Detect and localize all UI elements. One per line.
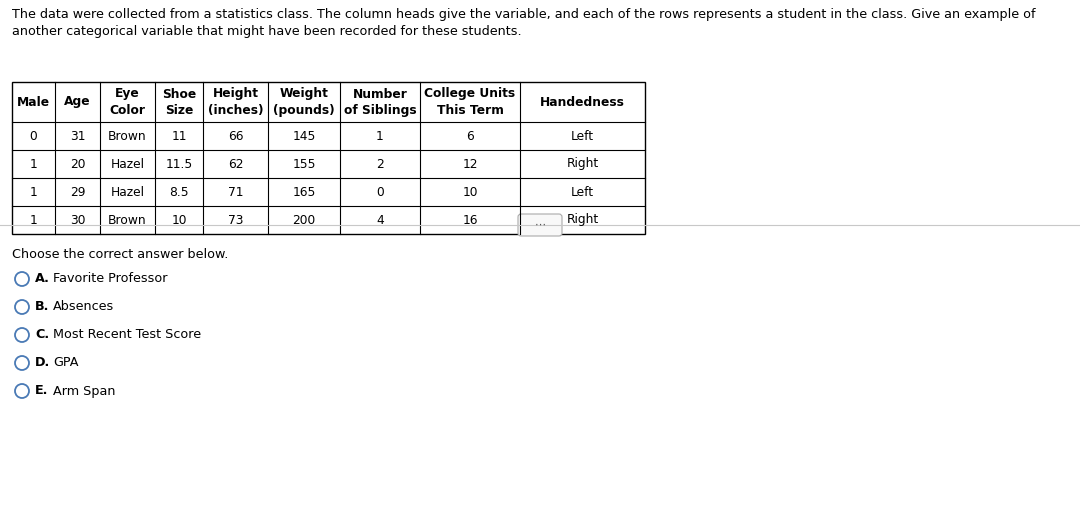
Text: D.: D. — [35, 357, 51, 370]
Text: 20: 20 — [70, 157, 85, 171]
Text: Left: Left — [571, 130, 594, 142]
Text: 10: 10 — [462, 186, 477, 198]
Text: 2: 2 — [376, 157, 383, 171]
Text: 6: 6 — [467, 130, 474, 142]
Text: Arm Span: Arm Span — [53, 384, 116, 397]
Text: 30: 30 — [70, 213, 85, 227]
Bar — [12, 82, 645, 234]
Text: 66: 66 — [228, 130, 243, 142]
FancyBboxPatch shape — [518, 214, 562, 236]
Text: Brown: Brown — [108, 130, 147, 142]
Text: 31: 31 — [70, 130, 85, 142]
Text: 8.5: 8.5 — [170, 186, 189, 198]
Text: Shoe: Shoe — [162, 87, 197, 101]
Text: 145: 145 — [293, 130, 315, 142]
Circle shape — [15, 328, 29, 342]
Text: 165: 165 — [293, 186, 315, 198]
Text: 1: 1 — [29, 186, 38, 198]
Text: Left: Left — [571, 186, 594, 198]
Text: The data were collected from a statistics class. The column heads give the varia: The data were collected from a statistic… — [12, 8, 1036, 39]
Text: 62: 62 — [228, 157, 243, 171]
Text: 1: 1 — [29, 157, 38, 171]
Circle shape — [15, 300, 29, 314]
Text: 73: 73 — [228, 213, 243, 227]
Circle shape — [15, 356, 29, 370]
Text: B.: B. — [35, 301, 50, 314]
Text: Choose the correct answer below.: Choose the correct answer below. — [12, 248, 228, 261]
Text: Right: Right — [566, 157, 598, 171]
Text: Handedness: Handedness — [540, 96, 625, 108]
Text: Height: Height — [213, 87, 258, 101]
Text: Hazel: Hazel — [110, 157, 145, 171]
Text: Absences: Absences — [53, 301, 114, 314]
Text: A.: A. — [35, 272, 50, 285]
Circle shape — [15, 384, 29, 398]
Text: (pounds): (pounds) — [273, 104, 335, 117]
Text: Hazel: Hazel — [110, 186, 145, 198]
Text: College Units: College Units — [424, 87, 515, 101]
Text: 0: 0 — [29, 130, 38, 142]
Text: Right: Right — [566, 213, 598, 227]
Text: This Term: This Term — [436, 104, 503, 117]
Text: 1: 1 — [376, 130, 383, 142]
Text: 0: 0 — [376, 186, 383, 198]
Circle shape — [15, 272, 29, 286]
Text: Size: Size — [165, 104, 193, 117]
Text: 12: 12 — [462, 157, 477, 171]
Text: Eye: Eye — [116, 87, 140, 101]
Text: Number: Number — [352, 87, 407, 101]
Text: GPA: GPA — [53, 357, 79, 370]
Text: 200: 200 — [293, 213, 315, 227]
Text: Weight: Weight — [280, 87, 328, 101]
Text: 29: 29 — [70, 186, 85, 198]
Text: 1: 1 — [29, 213, 38, 227]
Text: C.: C. — [35, 328, 49, 341]
Text: 10: 10 — [172, 213, 187, 227]
Text: 11: 11 — [172, 130, 187, 142]
Text: (inches): (inches) — [207, 104, 264, 117]
Text: ⋯: ⋯ — [535, 220, 545, 230]
Text: Favorite Professor: Favorite Professor — [53, 272, 167, 285]
Text: 155: 155 — [293, 157, 315, 171]
Text: E.: E. — [35, 384, 49, 397]
Text: 71: 71 — [228, 186, 243, 198]
Text: Age: Age — [64, 96, 91, 108]
Text: Brown: Brown — [108, 213, 147, 227]
Text: 16: 16 — [462, 213, 477, 227]
Text: 4: 4 — [376, 213, 383, 227]
Text: Male: Male — [17, 96, 50, 108]
Text: Most Recent Test Score: Most Recent Test Score — [53, 328, 201, 341]
Text: 11.5: 11.5 — [165, 157, 192, 171]
Text: of Siblings: of Siblings — [343, 104, 416, 117]
Text: Color: Color — [109, 104, 146, 117]
